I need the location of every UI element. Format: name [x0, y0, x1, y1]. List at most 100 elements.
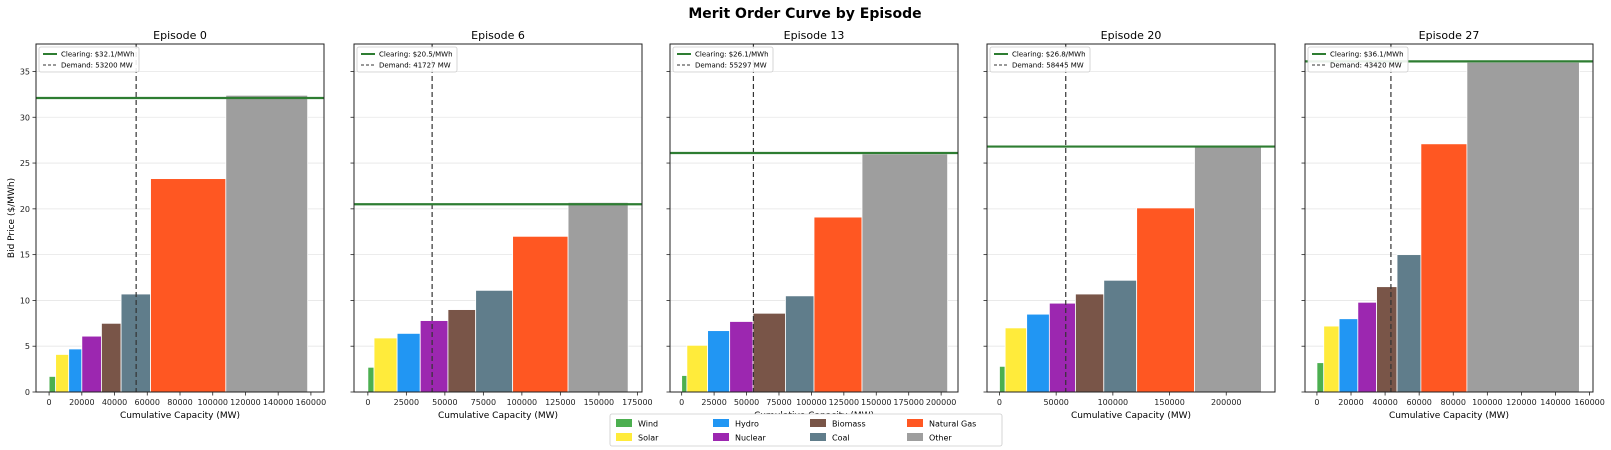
bar-wind	[367, 366, 375, 393]
bar-coal	[475, 289, 514, 393]
x-tick-label: 150000	[1154, 398, 1185, 407]
bar-nuclear	[729, 321, 754, 393]
x-tick-label: 100000	[507, 398, 538, 407]
panel-legend: Clearing: $26.1/MWh Demand: 55297 MW	[672, 46, 774, 73]
bar-coal	[1103, 279, 1138, 393]
bar-solar	[1004, 327, 1028, 393]
bar-hydro	[396, 332, 421, 393]
bar-hydro	[1338, 318, 1359, 393]
legend-box	[38, 46, 140, 73]
legend-demand-label: Demand: 58445 MW	[1012, 62, 1084, 70]
legend-swatch-other	[907, 433, 923, 441]
bar-solar	[1323, 325, 1340, 393]
legend-label: Coal	[832, 434, 850, 443]
x-tick-label: 200000	[1211, 398, 1242, 407]
bar-natural-gas	[150, 178, 227, 393]
bar-solar	[686, 344, 709, 393]
legend-swatch-wind	[616, 419, 632, 427]
bar-hydro	[68, 348, 83, 393]
x-tick-label: 120000	[230, 398, 261, 407]
bar-wind	[681, 375, 688, 393]
bar-biomass	[1075, 293, 1105, 393]
panel-episode-2: 0 25000 50000 75000 100000 125000 150000 175000…	[666, 29, 959, 421]
plot-frame	[353, 43, 643, 393]
plot-frame	[986, 43, 1276, 393]
x-tick-label: 50000	[432, 398, 457, 407]
x-axis-label: Cumulative Capacity (MW)	[1071, 411, 1191, 421]
x-tick-label: 100000	[197, 398, 228, 407]
y-tick-label: 5	[25, 342, 30, 351]
bar-natural-gas	[1136, 207, 1195, 393]
legend-box	[672, 46, 774, 73]
legend-label: Hydro	[735, 420, 759, 429]
y-axis-label: Bid Price ($/MWh)	[7, 178, 17, 258]
panel-title: Episode 27	[1419, 29, 1480, 42]
legend-swatch-natural-gas	[907, 419, 923, 427]
bar-natural-gas	[1420, 143, 1468, 393]
bar-biomass	[101, 322, 122, 393]
bar-wind	[999, 365, 1006, 393]
bar-other	[567, 202, 629, 393]
panel-title: Episode 6	[471, 29, 525, 42]
x-tick-label: 25000	[701, 398, 726, 407]
x-tick-label: 175000	[893, 398, 924, 407]
legend-box	[356, 46, 458, 73]
bar-other	[1466, 61, 1580, 393]
legend-demand-label: Demand: 53200 MW	[61, 62, 133, 70]
panel-episode-4: 0 20000 40000 60000 80000 100000 120000 140000 1…	[1301, 29, 1605, 421]
x-tick-label: 80000	[167, 398, 192, 407]
legend-clearing-label: Clearing: $36.1/MWh	[1330, 51, 1404, 59]
bar-nuclear	[81, 335, 102, 393]
x-tick-label: 0	[997, 398, 1002, 407]
bar-other	[861, 153, 949, 393]
x-tick-label: 75000	[766, 398, 791, 407]
x-tick-label: 150000	[584, 398, 615, 407]
legend-swatch-nuclear	[713, 433, 729, 441]
bar-nuclear	[1357, 301, 1377, 393]
y-tick-label: 10	[20, 296, 30, 305]
x-tick-label: 100000	[1098, 398, 1129, 407]
x-tick-label: 140000	[263, 398, 294, 407]
bar-other	[225, 94, 309, 393]
x-tick-label: 0	[1314, 398, 1319, 407]
x-tick-label: 150000	[861, 398, 892, 407]
chart-panels: 0 5 10 15 20 25 30 35 0 20000 40000 60000 80000 10000…	[7, 29, 1605, 421]
y-tick-label: 30	[20, 113, 30, 122]
x-tick-label: 175000	[622, 398, 653, 407]
x-axis-label: Cumulative Capacity (MW)	[1389, 411, 1509, 421]
bar-coal	[785, 295, 815, 393]
bar-biomass	[447, 309, 477, 393]
bar-coal	[1396, 254, 1422, 393]
panel-episode-0: 0 5 10 15 20 25 30 35 0 20000 40000 60000 80000 10000…	[7, 29, 326, 421]
x-axis-label: Cumulative Capacity (MW)	[120, 411, 240, 421]
bar-solar	[373, 337, 398, 393]
legend-frame	[609, 413, 1003, 447]
plot-frame	[1304, 43, 1594, 393]
legend-label: Solar	[638, 434, 659, 443]
x-tick-label: 125000	[545, 398, 576, 407]
panel-title: Episode 20	[1101, 29, 1162, 42]
bar-nuclear	[1048, 302, 1076, 393]
legend-box	[1307, 46, 1409, 73]
bar-solar	[55, 354, 70, 393]
legend-clearing-label: Clearing: $26.1/MWh	[695, 51, 769, 59]
legend-label: Other	[929, 434, 952, 443]
legend-box	[989, 46, 1091, 73]
y-tick-label: 35	[20, 67, 30, 76]
panel-title: Episode 0	[153, 29, 207, 42]
x-tick-label: 20000	[1338, 398, 1363, 407]
legend-label: Nuclear	[735, 434, 767, 443]
legend-demand-label: Demand: 41727 MW	[379, 62, 451, 70]
legend-demand-label: Demand: 55297 MW	[695, 62, 767, 70]
legend-clearing-label: Clearing: $26.8/MWh	[1012, 51, 1086, 59]
panel-legend: Clearing: $26.8/MWh Demand: 58445 MW	[989, 46, 1091, 73]
y-tick-label: 15	[20, 251, 30, 260]
panel-episode-3: 0 50000 100000 150000 200000 Episode 20 Cumula…	[983, 29, 1276, 421]
x-tick-label: 75000	[471, 398, 496, 407]
panel-legend: Clearing: $36.1/MWh Demand: 43420 MW	[1307, 46, 1409, 73]
y-tick-label: 25	[20, 159, 30, 168]
bar-wind	[1316, 362, 1325, 393]
x-tick-label: 20000	[69, 398, 94, 407]
y-tick-label: 0	[25, 388, 30, 397]
legend-label: Natural Gas	[929, 420, 976, 429]
